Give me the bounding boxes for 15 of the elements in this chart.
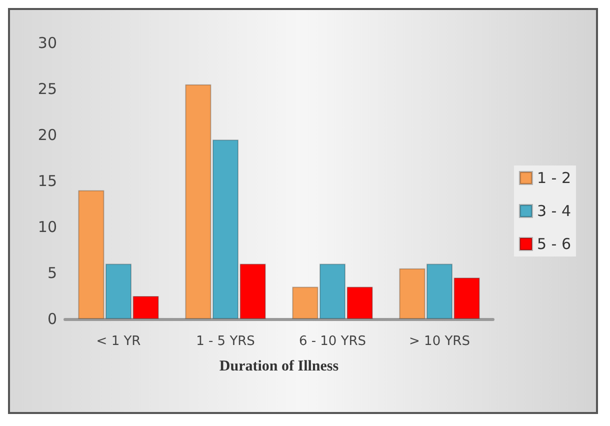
y-tick-label: 15 <box>38 172 57 190</box>
legend-label: 5 - 6 <box>536 235 572 253</box>
y-tick-label: 30 <box>38 34 57 52</box>
y-tick-label: 25 <box>38 80 57 98</box>
y-tick-label: 5 <box>47 264 57 282</box>
x-tick-label: < 1 YR <box>96 334 141 349</box>
x-tick-label: > 10 YRS <box>409 334 470 349</box>
y-tick-label: 20 <box>38 126 57 144</box>
legend-label: 3 - 4 <box>536 202 572 220</box>
y-tick-label: 0 <box>47 310 57 328</box>
legend-label: 1 - 2 <box>536 169 572 187</box>
x-axis-title: Duration of Illness <box>219 358 339 374</box>
x-tick-label: 6 - 10 YRS <box>298 334 366 349</box>
y-tick-label: 10 <box>38 218 57 236</box>
x-tick-label: 1 - 5 YRS <box>196 334 255 349</box>
